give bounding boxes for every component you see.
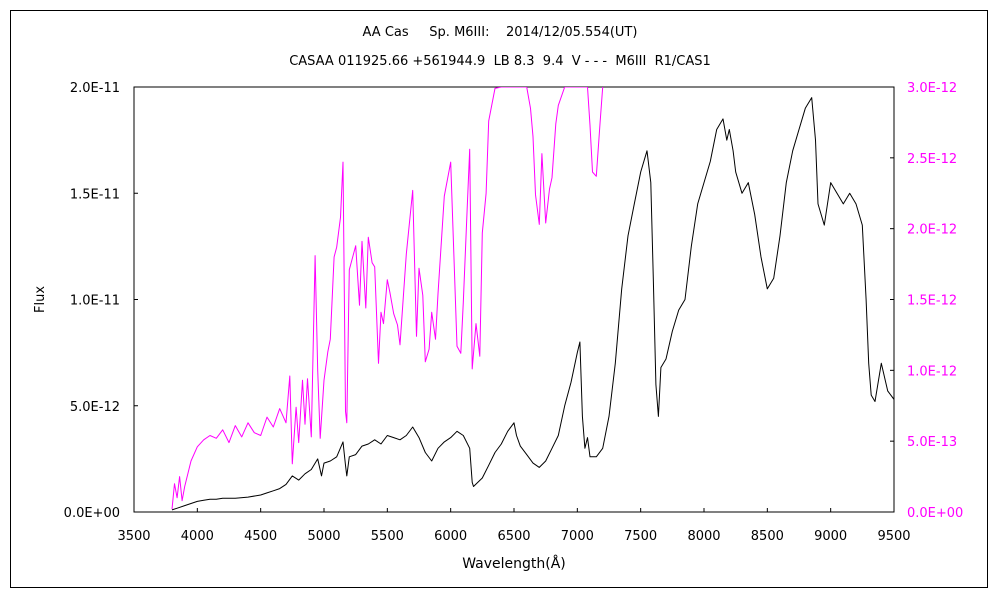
y-right-tick-label: 0.0E+00 (907, 506, 963, 521)
x-tick-label: 7500 (624, 529, 657, 544)
x-tick-label: 5000 (307, 529, 340, 544)
y-right-tick-label: 2.0E-12 (907, 223, 957, 238)
chart-subtitle: CASAA 011925.66 +561944.9 LB 8.3 9.4 V -… (289, 54, 711, 69)
y-axis-left: 0.0E+00 5.0E-12 1.0E-11 1.5E-11 2.0E-11 (64, 81, 138, 521)
x-tick-label: 8500 (751, 529, 784, 544)
y-left-tick-label: 1.5E-11 (70, 187, 120, 202)
x-tick-label: 6000 (434, 529, 467, 544)
y-right-tick-label: 2.5E-12 (907, 152, 957, 167)
series-line-black (171, 97, 894, 511)
x-tick-label: 7000 (561, 529, 594, 544)
x-tick-label: 5500 (371, 529, 404, 544)
x-tick-label: 3500 (117, 529, 150, 544)
series-layer (171, 87, 894, 511)
x-tick-label: 9500 (877, 529, 910, 544)
y-axis-right: 0.0E+00 5.0E-13 1.0E-12 1.5E-12 2.0E-12 2.5E-… (890, 81, 963, 521)
series-line-magenta (171, 87, 604, 510)
y-left-tick-label: 5.0E-12 (70, 400, 120, 415)
chart-frame (10, 10, 988, 588)
x-axis-label: Wavelength(Å) (462, 555, 566, 572)
y-left-tick-label: 1.0E-11 (70, 294, 120, 309)
x-tick-label: 6500 (497, 529, 530, 544)
y-right-tick-label: 5.0E-13 (907, 435, 957, 450)
chart-title: AA Cas Sp. M6III: 2014/12/05.554(UT) (362, 25, 638, 40)
x-tick-label: 9000 (814, 529, 847, 544)
y-right-tick-label: 3.0E-12 (907, 81, 957, 96)
y-right-tick-label: 1.0E-12 (907, 364, 957, 379)
y-left-tick-label: 0.0E+00 (64, 506, 120, 521)
plot-area (133, 86, 895, 513)
x-tick-label: 8000 (687, 529, 720, 544)
y-left-tick-label: 2.0E-11 (70, 81, 120, 96)
x-tick-label: 4000 (181, 529, 214, 544)
y-axis-label: Flux (33, 286, 48, 313)
x-axis: 3500 4000 4500 5000 5500 6000 6500 7000 7500 8000… (117, 508, 911, 544)
y-right-tick-label: 1.5E-12 (907, 294, 957, 309)
x-tick-label: 4500 (244, 529, 277, 544)
